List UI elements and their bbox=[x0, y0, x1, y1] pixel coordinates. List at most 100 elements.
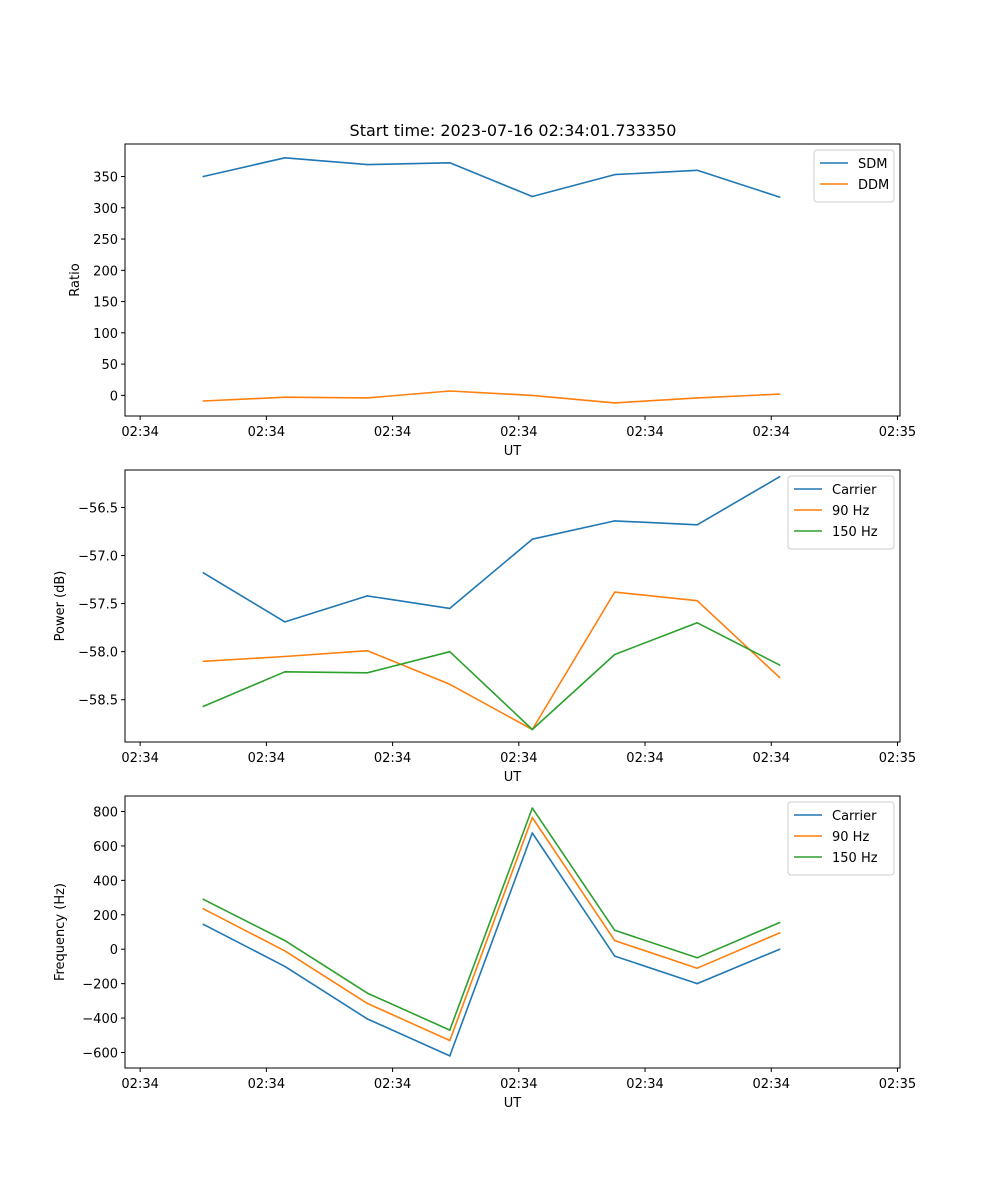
ratio-y-axis-label: Ratio bbox=[68, 263, 83, 296]
power-legend-label: 90 Hz bbox=[832, 504, 869, 519]
power-y-tick-label: −58.5 bbox=[78, 694, 118, 709]
power-data-point bbox=[449, 607, 451, 610]
frequency-x-tick-label: 02:34 bbox=[248, 1077, 285, 1092]
frequency-data-point bbox=[366, 992, 369, 994]
frequency-chart: 02:34 02:34 02:34 02:34 02:34 02:34 02:35 −600 −… bbox=[53, 795, 916, 1111]
power-data-point bbox=[531, 538, 534, 541]
power-data-point bbox=[449, 683, 451, 686]
ratio-data-point bbox=[696, 169, 699, 172]
frequency-x-tick-label: 02:34 bbox=[626, 1077, 663, 1092]
power-data-point bbox=[366, 595, 369, 597]
frequency-x-tick-label: 02:34 bbox=[374, 1077, 411, 1092]
ratio-legend-label: SDM bbox=[858, 157, 887, 172]
power-data-point bbox=[778, 475, 781, 478]
power-data-point bbox=[531, 728, 534, 731]
ratio-x-tick-label: 02:34 bbox=[753, 425, 790, 440]
power-data-point bbox=[613, 591, 616, 593]
frequency-data-point bbox=[202, 898, 205, 901]
frequency-data-point bbox=[449, 1055, 451, 1057]
frequency-y-tick-label: 800 bbox=[93, 805, 118, 820]
power-data-point bbox=[366, 649, 369, 652]
frequency-series-line-90-hz bbox=[202, 816, 781, 1042]
power-series-line-carrier bbox=[202, 476, 781, 623]
ratio-x-tick-label: 02:35 bbox=[879, 425, 916, 440]
frequency-data-point bbox=[531, 832, 534, 834]
ratio-x-tick-label: 02:34 bbox=[248, 425, 285, 440]
power-series-line-90-hz bbox=[203, 591, 781, 731]
ratio-data-point bbox=[696, 397, 699, 399]
power-x-tick-label: 02:34 bbox=[121, 751, 158, 766]
frequency-data-point bbox=[613, 929, 616, 932]
frequency-data-point bbox=[778, 921, 781, 924]
frequency-x-tick-label: 02:34 bbox=[753, 1077, 790, 1092]
ratio-data-point bbox=[284, 156, 286, 159]
ratio-data-point bbox=[531, 195, 534, 198]
power-data-point bbox=[366, 671, 369, 674]
frequency-y-tick-label: −600 bbox=[82, 1047, 118, 1062]
ratio-y-tick-label: 200 bbox=[93, 264, 118, 279]
power-data-point bbox=[202, 660, 205, 663]
frequency-data-point bbox=[696, 967, 699, 969]
ratio-series-line-ddm bbox=[203, 390, 780, 404]
ratio-series-line-sdm bbox=[203, 157, 780, 198]
ratio-x-tick-label: 02:34 bbox=[121, 425, 158, 440]
figure-title: Start time: 2023-07-16 02:34:01.733350 bbox=[350, 121, 677, 140]
ratio-data-point bbox=[449, 161, 451, 164]
power-data-point bbox=[284, 621, 286, 623]
frequency-data-point bbox=[202, 907, 205, 910]
ratio-chart: 02:34 02:34 02:34 02:34 02:34 02:34 02:35 0 50 10… bbox=[68, 143, 916, 459]
ratio-data-point bbox=[613, 402, 616, 404]
frequency-x-tick-label: 02:35 bbox=[879, 1077, 916, 1092]
ratio-data-point bbox=[613, 173, 616, 176]
frequency-x-tick-label: 02:34 bbox=[121, 1077, 158, 1092]
frequency-data-point bbox=[366, 1002, 369, 1005]
frequency-y-axis-label: Frequency (Hz) bbox=[53, 883, 68, 981]
ratio-y-tick-label: 350 bbox=[93, 171, 118, 186]
ratio-data-point bbox=[449, 390, 451, 392]
frequency-data-point bbox=[284, 950, 286, 952]
power-legend-label: Carrier bbox=[832, 483, 877, 498]
power-data-point bbox=[613, 520, 616, 522]
frequency-legend-label: 150 Hz bbox=[832, 851, 878, 866]
power-axes-frame bbox=[124, 469, 901, 743]
frequency-data-point bbox=[449, 1029, 451, 1031]
power-y-tick-label: −58.0 bbox=[78, 646, 118, 661]
power-x-tick-label: 02:34 bbox=[248, 751, 285, 766]
power-y-tick-label: −57.5 bbox=[78, 598, 118, 613]
power-data-point bbox=[778, 664, 781, 666]
power-data-point bbox=[284, 671, 286, 673]
frequency-data-point bbox=[696, 982, 699, 985]
power-x-tick-label: 02:34 bbox=[374, 751, 411, 766]
frequency-data-point bbox=[531, 816, 534, 819]
frequency-data-point bbox=[531, 807, 534, 809]
power-x-tick-label: 02:34 bbox=[500, 751, 537, 766]
frequency-data-point bbox=[284, 965, 286, 968]
power-data-point bbox=[696, 599, 699, 602]
frequency-axes-frame bbox=[124, 795, 901, 1069]
ratio-data-point bbox=[202, 400, 205, 402]
frequency-data-point bbox=[778, 932, 781, 934]
frequency-data-point bbox=[613, 955, 616, 957]
power-data-point bbox=[696, 523, 699, 526]
frequency-series-line-carrier bbox=[202, 832, 781, 1057]
power-y-tick-label: −57.0 bbox=[78, 550, 118, 565]
frequency-legend-label: 90 Hz bbox=[832, 830, 869, 845]
ratio-data-point bbox=[778, 393, 781, 395]
power-chart: 02:34 02:34 02:34 02:34 02:34 02:34 02:35 −58.5… bbox=[53, 469, 916, 785]
frequency-data-point bbox=[449, 1039, 451, 1042]
ratio-data-point bbox=[366, 397, 369, 399]
ratio-y-tick-label: 0 bbox=[110, 389, 118, 404]
ratio-data-point bbox=[778, 196, 781, 198]
ratio-x-axis-label: UT bbox=[504, 444, 522, 459]
power-x-tick-label: 02:34 bbox=[753, 751, 790, 766]
frequency-data-point bbox=[613, 939, 616, 942]
ratio-legend-label: DDM bbox=[858, 178, 889, 193]
frequency-y-tick-label: −400 bbox=[82, 1012, 118, 1027]
power-y-axis-label: Power (dB) bbox=[53, 571, 68, 642]
power-data-point bbox=[778, 676, 781, 679]
frequency-data-point bbox=[778, 948, 781, 951]
frequency-y-tick-label: 600 bbox=[93, 840, 118, 855]
frequency-data-point bbox=[696, 957, 699, 959]
ratio-x-tick-label: 02:34 bbox=[500, 425, 537, 440]
